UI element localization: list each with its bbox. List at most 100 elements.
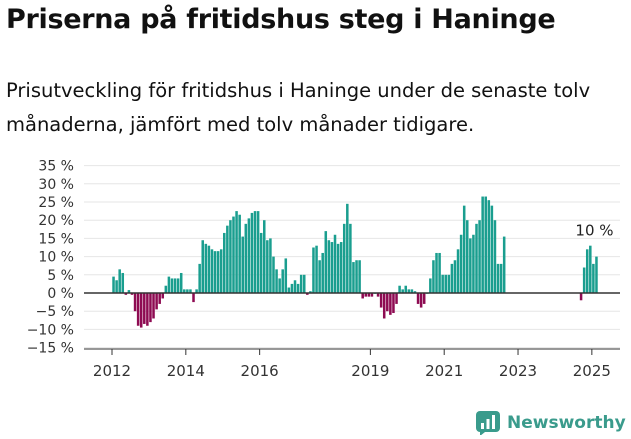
bar	[179, 272, 183, 293]
bar	[309, 291, 312, 293]
bar	[582, 267, 586, 293]
bar	[210, 249, 214, 293]
bar	[469, 238, 472, 293]
bar	[275, 269, 278, 293]
bar	[139, 293, 143, 328]
bar	[324, 231, 328, 293]
bar	[121, 272, 125, 293]
y-tick-label: −10 %	[27, 322, 74, 338]
bar	[404, 285, 408, 293]
bar	[161, 293, 165, 299]
bar	[432, 260, 435, 293]
bar	[164, 285, 168, 293]
bar	[389, 293, 392, 315]
bar	[330, 242, 334, 293]
bar	[250, 212, 254, 293]
bar	[287, 287, 291, 293]
bar	[358, 260, 361, 293]
bar	[475, 223, 478, 293]
bar	[195, 289, 198, 293]
bar	[146, 293, 149, 326]
bar	[321, 252, 324, 293]
bar	[502, 236, 506, 293]
bar	[238, 214, 241, 293]
bar	[306, 293, 309, 295]
bar	[149, 293, 152, 323]
bar	[299, 274, 303, 293]
bar	[272, 256, 275, 293]
bar	[296, 283, 300, 293]
value-annotation: 10 %	[575, 222, 613, 240]
bar	[327, 240, 331, 293]
bar	[422, 293, 426, 304]
bar	[167, 276, 171, 293]
bar	[435, 252, 438, 293]
bar	[192, 293, 195, 303]
y-tick-label: 20 %	[38, 213, 74, 229]
bar	[143, 293, 146, 324]
bar	[226, 225, 229, 293]
bar	[266, 240, 269, 293]
bar	[293, 280, 297, 293]
bar	[481, 196, 484, 293]
bar	[595, 256, 598, 293]
x-axis: 2012 2014 2016 2019 2021 2023 2025	[84, 348, 620, 380]
x-tick-label: 2025	[573, 362, 611, 380]
bar	[152, 293, 155, 319]
bar	[493, 220, 497, 293]
bar	[176, 278, 180, 293]
bar	[312, 247, 315, 293]
bar	[398, 285, 401, 293]
x-tick-label: 2023	[499, 362, 537, 380]
bar	[355, 260, 358, 293]
bar	[407, 289, 411, 293]
bar	[235, 211, 238, 293]
bar	[490, 205, 494, 293]
bar	[269, 238, 272, 293]
x-tick-label: 2014	[167, 362, 205, 380]
bar	[186, 289, 189, 293]
bar	[127, 290, 131, 293]
y-tick-label: −15 %	[27, 341, 74, 357]
bar	[278, 278, 281, 293]
bar	[155, 293, 158, 310]
bar	[392, 293, 395, 314]
bar	[136, 293, 140, 326]
bar	[466, 220, 469, 293]
brand-logo[interactable]: Newsworthy	[476, 409, 626, 437]
y-axis-ticks: −15 % −10 % −5 % 0 % 5 % 10 % 15 % 20 % 25 % 30 %…	[27, 159, 74, 357]
bar	[364, 293, 368, 297]
gridlines	[84, 165, 620, 349]
y-tick-label: 30 %	[38, 177, 74, 193]
bar	[336, 243, 340, 293]
y-tick-label: 0 %	[47, 286, 74, 302]
chart-title: Priserna på fritidshus steg i Haninge	[6, 4, 556, 35]
bar	[223, 232, 226, 293]
bar	[413, 291, 417, 293]
y-tick-label: 5 %	[47, 268, 74, 284]
bar	[124, 293, 128, 295]
bar	[253, 211, 257, 293]
bar	[346, 203, 349, 293]
bar	[472, 234, 475, 293]
bar	[453, 260, 457, 293]
bar	[204, 243, 208, 293]
bar	[339, 242, 343, 293]
x-tick-label: 2016	[241, 362, 279, 380]
bar	[401, 289, 404, 293]
bar	[447, 274, 451, 293]
bar	[484, 196, 487, 293]
bar	[247, 218, 251, 293]
bar	[256, 211, 260, 293]
chart-subtitle: Prisutveckling för fritidshus i Haninge …	[6, 79, 591, 136]
bar	[158, 293, 161, 304]
bar	[229, 220, 232, 293]
bar	[133, 293, 137, 312]
y-tick-label: −5 %	[36, 304, 74, 320]
annotations: 10 %	[575, 222, 613, 240]
bar	[318, 260, 321, 293]
bar	[499, 263, 503, 293]
bar	[216, 251, 220, 293]
bar	[207, 245, 211, 293]
